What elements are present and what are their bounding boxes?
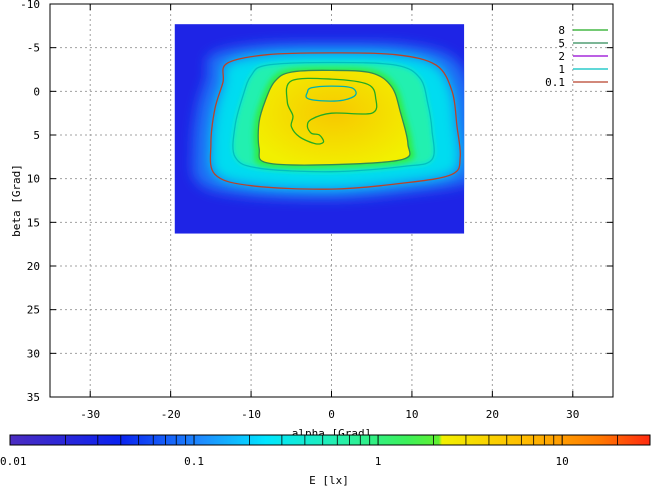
colorbar-ticks: 0.01 0.1 1 10: [0, 435, 651, 468]
y-tick-label: -5: [27, 42, 40, 55]
y-tick-label: 30: [27, 347, 40, 360]
y-tick-label: 25: [27, 304, 40, 317]
x-axis-ticks: -30 -20 -10 0 10 20 30: [80, 4, 579, 421]
y-axis-label: beta [Grad]: [10, 164, 23, 237]
contour-8: [285, 77, 378, 145]
x-tick-label: -30: [80, 408, 100, 421]
legend-label: 2: [558, 50, 565, 63]
legend-label: 0.1: [545, 76, 565, 89]
colorbar: 0.01 0.1 1 10 E [lx]: [0, 434, 651, 486]
legend-label: 8: [558, 24, 565, 37]
legend-label: 5: [558, 37, 565, 50]
x-tick-label: 20: [486, 408, 499, 421]
heatmap-area: [174, 24, 465, 234]
x-tick-label: 0: [328, 408, 335, 421]
y-tick-label: 20: [27, 260, 40, 273]
contour-1: [232, 61, 435, 173]
contour-8: [305, 85, 357, 102]
y-tick-label: -10: [20, 0, 40, 11]
heatmap-band-yellow: [258, 70, 410, 166]
x-tick-label: -10: [241, 408, 261, 421]
y-tick-label: 0: [33, 85, 40, 98]
y-tick-label: 15: [27, 216, 40, 229]
x-tick-label: -20: [161, 408, 181, 421]
x-tick-label: 10: [405, 408, 418, 421]
y-tick-label: 5: [33, 129, 40, 142]
colorbar-tick-label: 1: [375, 455, 382, 468]
legend-label: 1: [558, 63, 565, 76]
colorbar-tick-label: 0.1: [184, 455, 204, 468]
contour-lines: [209, 52, 461, 190]
colorbar-tick-label: 10: [556, 455, 569, 468]
colorbar-tick-label: 0.01: [0, 455, 27, 468]
x-tick-label: 30: [566, 408, 579, 421]
colorbar-label: E [lx]: [309, 474, 349, 486]
contour-5: [257, 69, 411, 166]
y-tick-label: 10: [27, 173, 40, 186]
contour-0-1: [209, 52, 461, 190]
y-tick-label: 35: [27, 391, 40, 404]
